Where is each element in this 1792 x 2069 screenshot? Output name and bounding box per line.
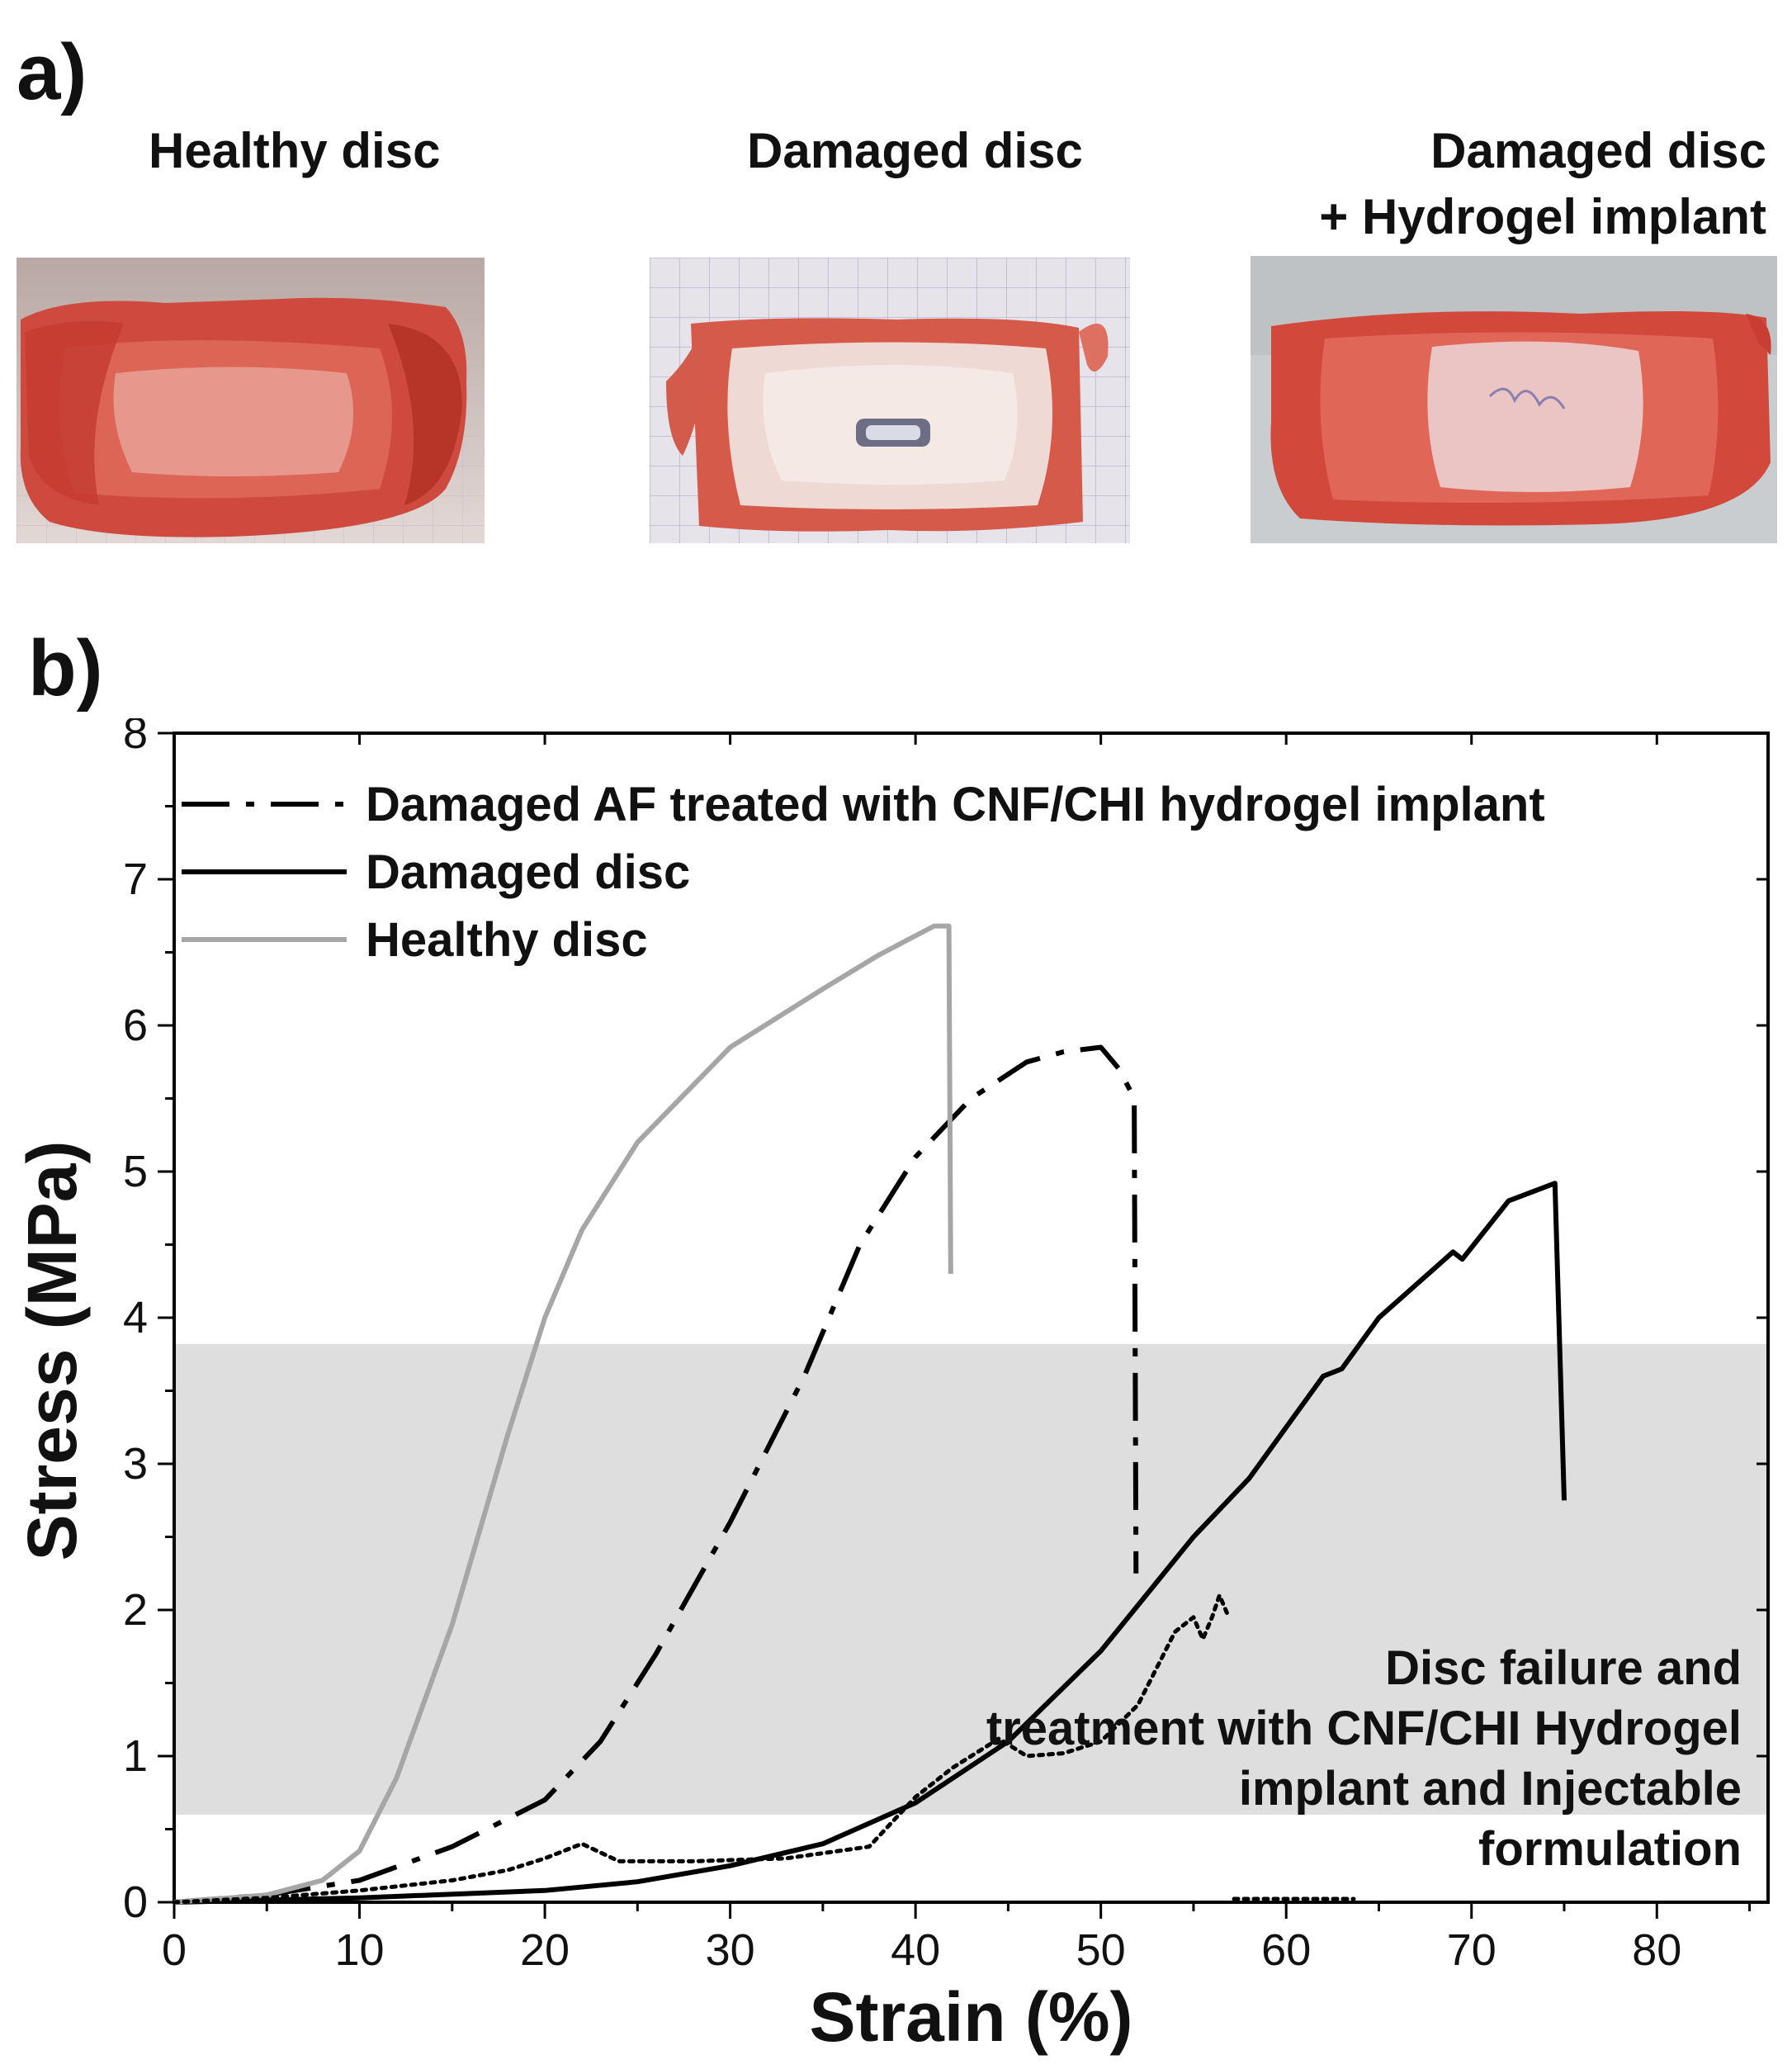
photo-title-healthy: Healthy disc — [149, 118, 495, 184]
x-tick-label: 70 — [1447, 1925, 1496, 1975]
y-tick-label: 0 — [123, 1877, 148, 1927]
y-axis-title: Stress (MPa) — [13, 1141, 91, 1561]
x-axis-title: Strain (%) — [809, 1978, 1132, 2056]
x-tick-label: 60 — [1261, 1925, 1311, 1975]
legend-label-dotted-line: treatment with CNF/CHI Hydrogel — [986, 1702, 1742, 1755]
x-tick-label: 10 — [334, 1925, 384, 1975]
photo-title-implant: Damaged disc + Hydrogel implant — [1238, 118, 1766, 250]
series-line-treated-implant — [173, 1044, 1139, 1905]
photo-healthy-disc-drawing — [17, 258, 485, 543]
y-tick-label: 6 — [123, 1001, 148, 1050]
photo-damaged-disc-drawing — [650, 258, 1130, 543]
photo-damaged-disc — [650, 258, 1130, 543]
legend-label-dotted-line: formulation — [1478, 1822, 1742, 1876]
x-tick-label: 20 — [520, 1925, 570, 1975]
photo-damaged-disc-with-implant — [1251, 256, 1777, 543]
shaded-range-band — [174, 1343, 1768, 1815]
y-tick-label: 1 — [123, 1731, 148, 1781]
photo-title-damaged: Damaged disc — [747, 118, 1143, 184]
x-tick-label: 50 — [1076, 1925, 1126, 1975]
x-tick-label: 80 — [1632, 1925, 1681, 1975]
x-tick-label: 30 — [706, 1925, 755, 1975]
y-tick-label: 7 — [123, 855, 148, 904]
y-tick-label: 8 — [123, 718, 148, 758]
y-tick-label: 4 — [123, 1293, 148, 1342]
stress-strain-chart: Damaged AF treated with CNF/CHI hydrogel… — [13, 718, 1770, 2056]
series-line-healthy-disc — [173, 923, 953, 1905]
photo-title-implant-line-1: Damaged disc — [1430, 123, 1766, 178]
legend-label: Damaged AF treated with CNF/CHI hydrogel… — [366, 778, 1545, 831]
x-tick-label: 40 — [891, 1925, 940, 1975]
photo-healthy-disc — [17, 258, 485, 543]
panel-b-label: b) — [28, 624, 103, 713]
y-tick-label: 5 — [123, 1147, 148, 1196]
legend-label: Healthy disc — [366, 913, 648, 967]
y-tick-label: 2 — [123, 1585, 148, 1635]
photo-implant-disc-drawing — [1251, 256, 1777, 543]
legend-label-dotted-line: implant and Injectable — [1239, 1762, 1742, 1816]
photo-title-damaged-line-1: Damaged disc — [747, 123, 1083, 178]
series-line-failure-injectable — [172, 1593, 1229, 1905]
x-tick-label: 0 — [162, 1925, 187, 1975]
y-tick-label: 3 — [123, 1439, 148, 1489]
photo-title-implant-line-2: + Hydrogel implant — [1319, 189, 1766, 244]
series-line-damaged-disc — [173, 1181, 1567, 1905]
photo-title-healthy-line-1: Healthy disc — [149, 123, 441, 178]
legend-label-dotted-line: Disc failure and — [1385, 1641, 1742, 1695]
legend-label: Damaged disc — [366, 845, 690, 899]
panel-a-label: a) — [17, 28, 87, 116]
